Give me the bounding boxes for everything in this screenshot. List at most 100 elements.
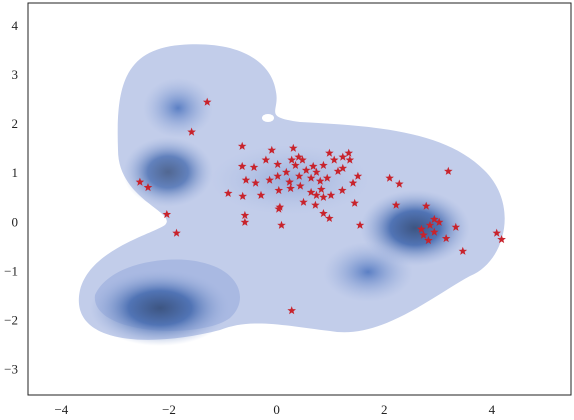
y-tick-label: 3 [12, 67, 19, 82]
point [322, 173, 332, 182]
point [285, 177, 294, 186]
point [289, 143, 298, 152]
point [497, 235, 506, 244]
point [338, 185, 347, 195]
point [256, 190, 266, 199]
point [273, 171, 282, 180]
point [422, 201, 431, 210]
points [135, 97, 506, 315]
point [274, 204, 284, 213]
point [444, 166, 453, 175]
point [451, 222, 461, 231]
y-tick-label: −1 [4, 263, 18, 278]
point [338, 152, 348, 161]
point [238, 191, 247, 200]
point [286, 184, 295, 193]
point [355, 220, 365, 229]
point [267, 145, 277, 154]
point [172, 228, 181, 237]
point [395, 179, 404, 188]
point [319, 160, 328, 169]
density-hole [262, 114, 274, 122]
point [135, 177, 145, 186]
x-tick-label: 0 [273, 402, 280, 417]
point [344, 148, 353, 157]
y-tick-label: 2 [12, 116, 19, 131]
point [299, 197, 308, 206]
point [325, 148, 334, 157]
density-peak [143, 78, 213, 138]
point [291, 160, 300, 169]
point [273, 159, 282, 169]
point [353, 171, 363, 180]
point [143, 183, 153, 192]
point [294, 152, 303, 161]
point [325, 213, 334, 222]
point [240, 217, 250, 226]
point [434, 217, 444, 226]
y-tick-label: −2 [4, 312, 18, 327]
point [419, 230, 428, 239]
point [441, 234, 451, 243]
density-peak [323, 242, 413, 302]
point [202, 97, 212, 106]
point [424, 236, 433, 245]
y-tick-label: 4 [12, 18, 19, 33]
point [492, 228, 501, 237]
point [306, 187, 316, 196]
density-peak [123, 137, 213, 207]
point [237, 141, 247, 150]
density [78, 44, 505, 346]
point [430, 214, 439, 223]
point [251, 178, 260, 187]
x-tick-label: −4 [54, 402, 68, 417]
density-peak [90, 270, 230, 346]
point [287, 155, 296, 164]
point [458, 246, 468, 255]
x-tick-label: 4 [489, 402, 496, 417]
point [241, 175, 251, 184]
x-tick-label: 2 [381, 402, 388, 417]
point [223, 188, 233, 197]
point [308, 161, 318, 170]
point [295, 171, 304, 180]
point [345, 155, 355, 164]
point [350, 198, 359, 207]
point [261, 155, 271, 164]
point [338, 163, 348, 172]
point [319, 209, 328, 218]
point [162, 210, 172, 219]
point [287, 306, 296, 315]
axes-frame [27, 2, 572, 396]
point [237, 161, 247, 170]
point [312, 167, 321, 176]
point [385, 173, 394, 182]
point [425, 220, 435, 229]
point [317, 184, 326, 194]
y-tick-label: 0 [12, 214, 19, 229]
point [417, 224, 426, 233]
point [430, 227, 439, 236]
point [315, 176, 325, 185]
point [333, 166, 343, 175]
x-tick-label: −2 [162, 402, 176, 417]
y-tick-label: −3 [4, 361, 18, 376]
point [240, 210, 250, 220]
point [329, 155, 339, 164]
point [275, 202, 285, 211]
point [326, 190, 336, 199]
point [391, 200, 401, 209]
point [274, 185, 284, 195]
point [348, 178, 358, 187]
point [187, 127, 196, 136]
point [277, 220, 286, 229]
point [306, 173, 316, 182]
y-tick-label: 1 [12, 165, 19, 180]
point [312, 190, 321, 199]
point [311, 200, 320, 209]
point [296, 181, 305, 190]
point [301, 165, 311, 174]
point [282, 167, 291, 176]
point [249, 162, 259, 171]
